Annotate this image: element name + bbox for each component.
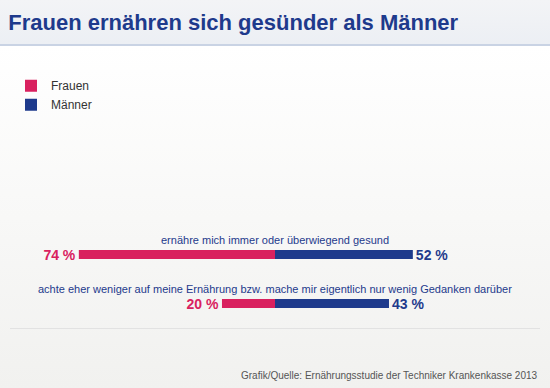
svg-text:43 %: 43 % — [392, 296, 424, 312]
svg-text:52 %: 52 % — [416, 247, 448, 263]
svg-text:ernähre mich immer oder überwi: ernähre mich immer oder überwiegend gesu… — [161, 234, 389, 246]
svg-text:74 %: 74 % — [43, 247, 75, 263]
svg-text:Männer: Männer — [51, 98, 92, 112]
svg-text:achte eher weniger auf meine E: achte eher weniger auf meine Ernährung b… — [38, 283, 512, 295]
svg-text:Frauen: Frauen — [51, 79, 89, 93]
svg-text:20 %: 20 % — [187, 296, 219, 312]
svg-text:Frauen ernähren sich gesünder: Frauen ernähren sich gesünder als Männer — [8, 10, 458, 35]
svg-text:Grafik/Quelle: Ernährungsstudi: Grafik/Quelle: Ernährungsstudie der Tech… — [241, 370, 538, 381]
